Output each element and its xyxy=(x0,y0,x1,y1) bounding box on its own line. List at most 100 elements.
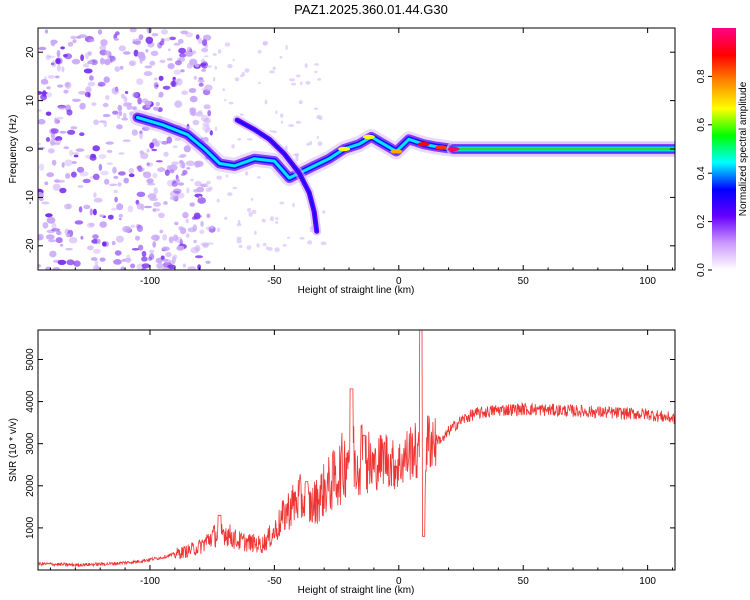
spectrogram-noise-blob xyxy=(41,79,48,83)
spectrogram-noise-blob xyxy=(67,41,74,47)
spectrogram-noise-blob xyxy=(299,236,305,240)
spectrogram-noise-blob xyxy=(123,258,132,262)
spectrogram-noise-blob xyxy=(83,204,91,210)
spectrogram-noise-blob xyxy=(73,154,79,158)
spectrogram-noise-blob xyxy=(136,191,146,197)
spectrogram-noise-blob xyxy=(55,58,61,64)
spectrogram-noise-blob xyxy=(316,136,320,139)
spectrogram-noise-blob xyxy=(289,78,295,82)
spectrogram-noise-blob xyxy=(39,197,44,202)
spectrogram-noise-blob xyxy=(123,112,127,120)
spectrogram-heatmap xyxy=(38,28,675,270)
spectrogram-ytick-label: 0 xyxy=(25,146,36,152)
spectrogram-noise-blob xyxy=(87,245,94,251)
spectrogram-noise-blob xyxy=(189,95,198,103)
spectrogram-noise-blob xyxy=(57,259,67,265)
spectrogram-noise-blob xyxy=(295,74,301,78)
spectrogram-noise-blob xyxy=(212,76,216,82)
spectrogram-noise-blob xyxy=(171,161,179,165)
spectrogram-noise-blob xyxy=(204,84,213,92)
spectrogram-ytick-label: 10 xyxy=(25,95,36,107)
spectrogram-noise-blob xyxy=(63,89,69,94)
spectrogram-noise-blob xyxy=(147,193,157,200)
spectrogram-noise-blob xyxy=(192,119,200,126)
spectrogram-noise-blob xyxy=(292,203,295,208)
spectrogram-noise-blob xyxy=(193,76,198,80)
spectrogram-noise-blob xyxy=(205,187,212,193)
spectrogram-noise-blob xyxy=(137,244,144,251)
spectrogram-noise-blob xyxy=(64,82,70,88)
spectrogram-noise-blob xyxy=(121,93,125,99)
spectrogram-noise-blob xyxy=(157,167,166,172)
spectrogram-noise-blob xyxy=(38,46,47,51)
spectrogram-noise-blob xyxy=(194,193,203,198)
spectrogram-peak xyxy=(362,134,375,140)
spectrogram-noise-blob xyxy=(167,63,175,70)
spectrogram-noise-blob xyxy=(256,176,261,179)
spectrogram-noise-blob xyxy=(216,198,220,203)
spectrogram-ytick-label: -10 xyxy=(25,190,36,205)
colorbar-label: Normalized spectral amplitude xyxy=(738,81,749,216)
spectrogram-noise-blob xyxy=(48,239,56,243)
spectrogram-noise-blob xyxy=(180,173,186,176)
spectrogram-noise-blob xyxy=(136,224,143,232)
colorbar-tick-label: 0.0 xyxy=(696,263,707,277)
spectrogram-noise-blob xyxy=(285,45,288,50)
spectrogram-noise-blob xyxy=(177,182,184,186)
spectrogram-noise-blob xyxy=(102,102,109,108)
spectrogram-noise-blob xyxy=(145,36,154,44)
spectrogram-ridge xyxy=(236,119,318,233)
spectrogram-noise-blob xyxy=(152,208,157,212)
spectrogram-noise-blob xyxy=(45,111,52,116)
spectrogram-noise-blob xyxy=(94,259,98,266)
snr-ytick-label: 2000 xyxy=(25,474,36,497)
spectrogram-noise-blob xyxy=(124,91,129,94)
spectrogram-noise-blob xyxy=(102,241,107,247)
spectrogram-noise-blob xyxy=(171,256,176,264)
spectrogram-noise-blob xyxy=(123,177,129,184)
spectrogram-noise-blob xyxy=(67,129,76,135)
spectrogram-noise-blob xyxy=(131,248,140,251)
spectrogram-noise-blob xyxy=(262,40,268,46)
spectrogram-noise-blob xyxy=(189,107,197,113)
spectrogram-noise-blob xyxy=(79,102,86,110)
spectrogram-noise-blob xyxy=(314,107,319,110)
spectrogram-noise-blob xyxy=(258,81,261,85)
spectrogram-noise-blob xyxy=(173,188,182,194)
snr-xlabel: Height of straight line (km) xyxy=(298,585,415,596)
spectrogram-noise-blob xyxy=(205,104,209,107)
spectrogram-noise-blob xyxy=(46,92,52,98)
spectrogram-noise-blob xyxy=(150,50,159,56)
spectrogram-ytick-label: 20 xyxy=(25,46,36,58)
spectrogram-noise-blob xyxy=(143,71,153,77)
spectrogram-noise-blob xyxy=(149,253,155,260)
spectrogram-noise-blob xyxy=(146,28,153,34)
spectrogram-noise-blob xyxy=(180,153,187,158)
spectrogram-noise-blob xyxy=(210,225,214,229)
spectrogram-noise-blob xyxy=(194,160,201,168)
figure-title: PAZ1.2025.360.01.44.G30 xyxy=(294,2,448,17)
spectrogram-noise-blob xyxy=(153,77,158,81)
spectrogram-noise-blob xyxy=(71,58,81,65)
spectrogram-noise-blob xyxy=(217,227,221,233)
spectrogram-noise-blob xyxy=(306,142,310,146)
spectrogram-noise-blob xyxy=(202,39,208,46)
spectrogram-noise-blob xyxy=(160,29,169,35)
spectrogram-noise-blob xyxy=(38,91,42,95)
spectrogram-noise-blob xyxy=(236,238,242,244)
spectrogram-noise-blob xyxy=(59,187,67,194)
spectrogram-noise-blob xyxy=(198,195,202,199)
spectrogram-noise-blob xyxy=(100,170,109,176)
spectrogram-noise-blob xyxy=(103,76,110,83)
spectrogram-noise-blob xyxy=(55,237,63,244)
spectrogram-noise-blob xyxy=(51,60,57,68)
spectrogram-noise-blob xyxy=(114,66,121,72)
spectrogram-noise-blob xyxy=(128,173,135,178)
spectrogram-noise-blob xyxy=(188,88,197,93)
spectrogram-noise-blob xyxy=(167,264,176,270)
spectrogram-noise-blob xyxy=(185,32,193,38)
spectrogram-noise-blob xyxy=(166,57,173,62)
spectrogram-noise-blob xyxy=(89,75,94,81)
spectrogram-noise-blob xyxy=(72,98,81,103)
